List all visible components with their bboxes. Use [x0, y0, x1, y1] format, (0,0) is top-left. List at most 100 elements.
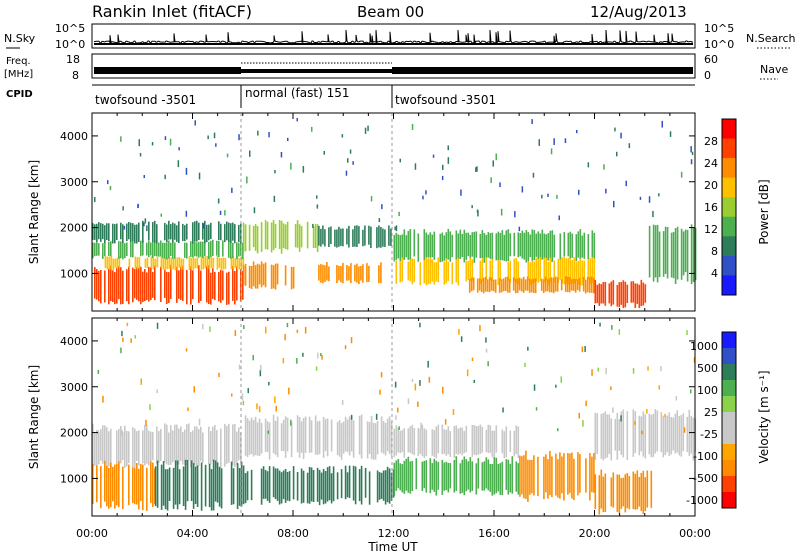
power-cell-beam — [170, 224, 172, 240]
power-cell-beam — [260, 222, 263, 252]
velocity-speckle — [527, 346, 529, 351]
power-cell-beam — [284, 224, 287, 249]
nsky-trace-line — [94, 29, 693, 45]
velocity-speckle — [395, 415, 397, 420]
power-speckle — [94, 197, 96, 203]
power-cell-beam — [336, 229, 338, 248]
velocity-cell-beam — [120, 426, 122, 464]
velocity-speckle — [209, 326, 211, 332]
power-speckle — [658, 193, 660, 197]
power-cell-beam — [252, 225, 255, 248]
power-speckle — [178, 147, 180, 151]
power-cell-beam — [457, 233, 460, 260]
power-cell-beam — [254, 224, 257, 251]
power-cell-beam — [134, 256, 137, 269]
power-cell-beam — [264, 262, 267, 288]
power-cell-beam — [484, 276, 487, 292]
power-cell-beam — [638, 284, 641, 309]
power-speckle — [347, 158, 349, 163]
cpid-segment-2: normal (fast) 151 — [245, 86, 349, 100]
power-cell-beam — [425, 257, 428, 286]
power-cell-beam — [346, 228, 348, 245]
power-speckle — [399, 158, 401, 163]
power-cell-beam — [472, 277, 475, 291]
velocity-cell-beam — [624, 474, 627, 513]
velocity-cell-beam — [634, 411, 637, 453]
power-cell-beam — [240, 269, 242, 302]
power-cell-beam — [178, 221, 180, 244]
power-cell-beam — [545, 258, 548, 281]
velocity-cell-beam — [288, 471, 291, 502]
power-cell-beam — [577, 260, 580, 285]
power-cell-beam — [220, 258, 223, 271]
velocity-cell-beam — [104, 425, 106, 464]
velocity-speckle — [560, 376, 562, 383]
power-cell-beam — [208, 256, 211, 270]
power-x-axis — [91, 113, 696, 311]
power-speckle — [151, 142, 154, 146]
velocity-cell-beam — [182, 431, 184, 465]
power-cell-beam — [481, 258, 484, 282]
power-cell-beam — [581, 260, 584, 286]
velocity-cell-beam — [254, 416, 257, 456]
velocity-cell-beam — [650, 470, 653, 508]
power-cell-beam — [384, 229, 386, 247]
velocity-cell-beam — [350, 414, 353, 452]
velocity-cell-beam — [144, 424, 146, 466]
power-cell-beam — [162, 258, 165, 270]
power-cell-beam — [547, 233, 550, 261]
power-heatmap — [92, 118, 697, 309]
velocity-cell-beam — [142, 464, 144, 511]
power-cell-beam — [380, 262, 382, 284]
power-cell-beam — [664, 226, 667, 274]
power-cell-beam — [473, 231, 476, 263]
velocity-speckle — [102, 395, 104, 403]
power-cell-beam — [596, 284, 599, 304]
power-speckle — [139, 153, 142, 157]
velocity-cell-beam — [447, 426, 450, 455]
power-cell-beam — [106, 256, 109, 270]
velocity-cell-beam — [399, 430, 402, 454]
velocity-cell-beam — [96, 465, 98, 503]
velocity-cell-beam — [208, 463, 211, 508]
power-speckle — [432, 154, 435, 158]
power-cell-beam — [620, 282, 623, 305]
velocity-cell-beam — [292, 466, 295, 500]
velocity-cell-beam — [368, 421, 371, 454]
power-cell-beam — [164, 222, 166, 241]
velocity-cell-beam — [415, 458, 418, 490]
power-cell-beam — [593, 232, 596, 263]
velocity-cell-beam — [421, 424, 424, 456]
power-cell-beam — [491, 259, 494, 281]
power-cell-beam — [194, 221, 196, 242]
nsearch-tick-low: 10^0 — [704, 38, 734, 51]
power-colorbar-frame — [721, 118, 737, 296]
power-speckle — [460, 189, 462, 196]
velocity-cell-beam — [160, 464, 163, 510]
velocity-cell-beam — [346, 419, 349, 453]
velocity-cell-beam — [376, 470, 379, 503]
power-cell-beam — [674, 228, 677, 284]
power-cell-beam — [470, 277, 473, 292]
velocity-cell-beam — [620, 478, 623, 509]
velocity-cell — [594, 409, 697, 461]
velocity-cell-beam — [620, 411, 623, 455]
power-cell-beam — [152, 240, 154, 258]
power-speckle — [185, 167, 188, 175]
power-cell-beam — [644, 284, 647, 303]
power-cell-beam — [591, 257, 594, 283]
velocity-cell-beam — [395, 460, 398, 491]
velocity-cell-beam — [463, 456, 466, 496]
velocity-speckle — [618, 329, 621, 335]
velocity-speckle — [632, 367, 635, 374]
velocity-cell-beam — [509, 430, 512, 453]
power-speckle — [500, 208, 503, 216]
velocity-cell-beam — [521, 456, 523, 495]
velocity-cell-beam — [409, 461, 412, 494]
power-cell-beam — [130, 222, 132, 242]
power-cell-beam — [222, 270, 224, 301]
power-cell-beam — [210, 272, 212, 305]
power-cell-beam — [226, 272, 228, 305]
velocity-cell-beam — [166, 424, 168, 465]
